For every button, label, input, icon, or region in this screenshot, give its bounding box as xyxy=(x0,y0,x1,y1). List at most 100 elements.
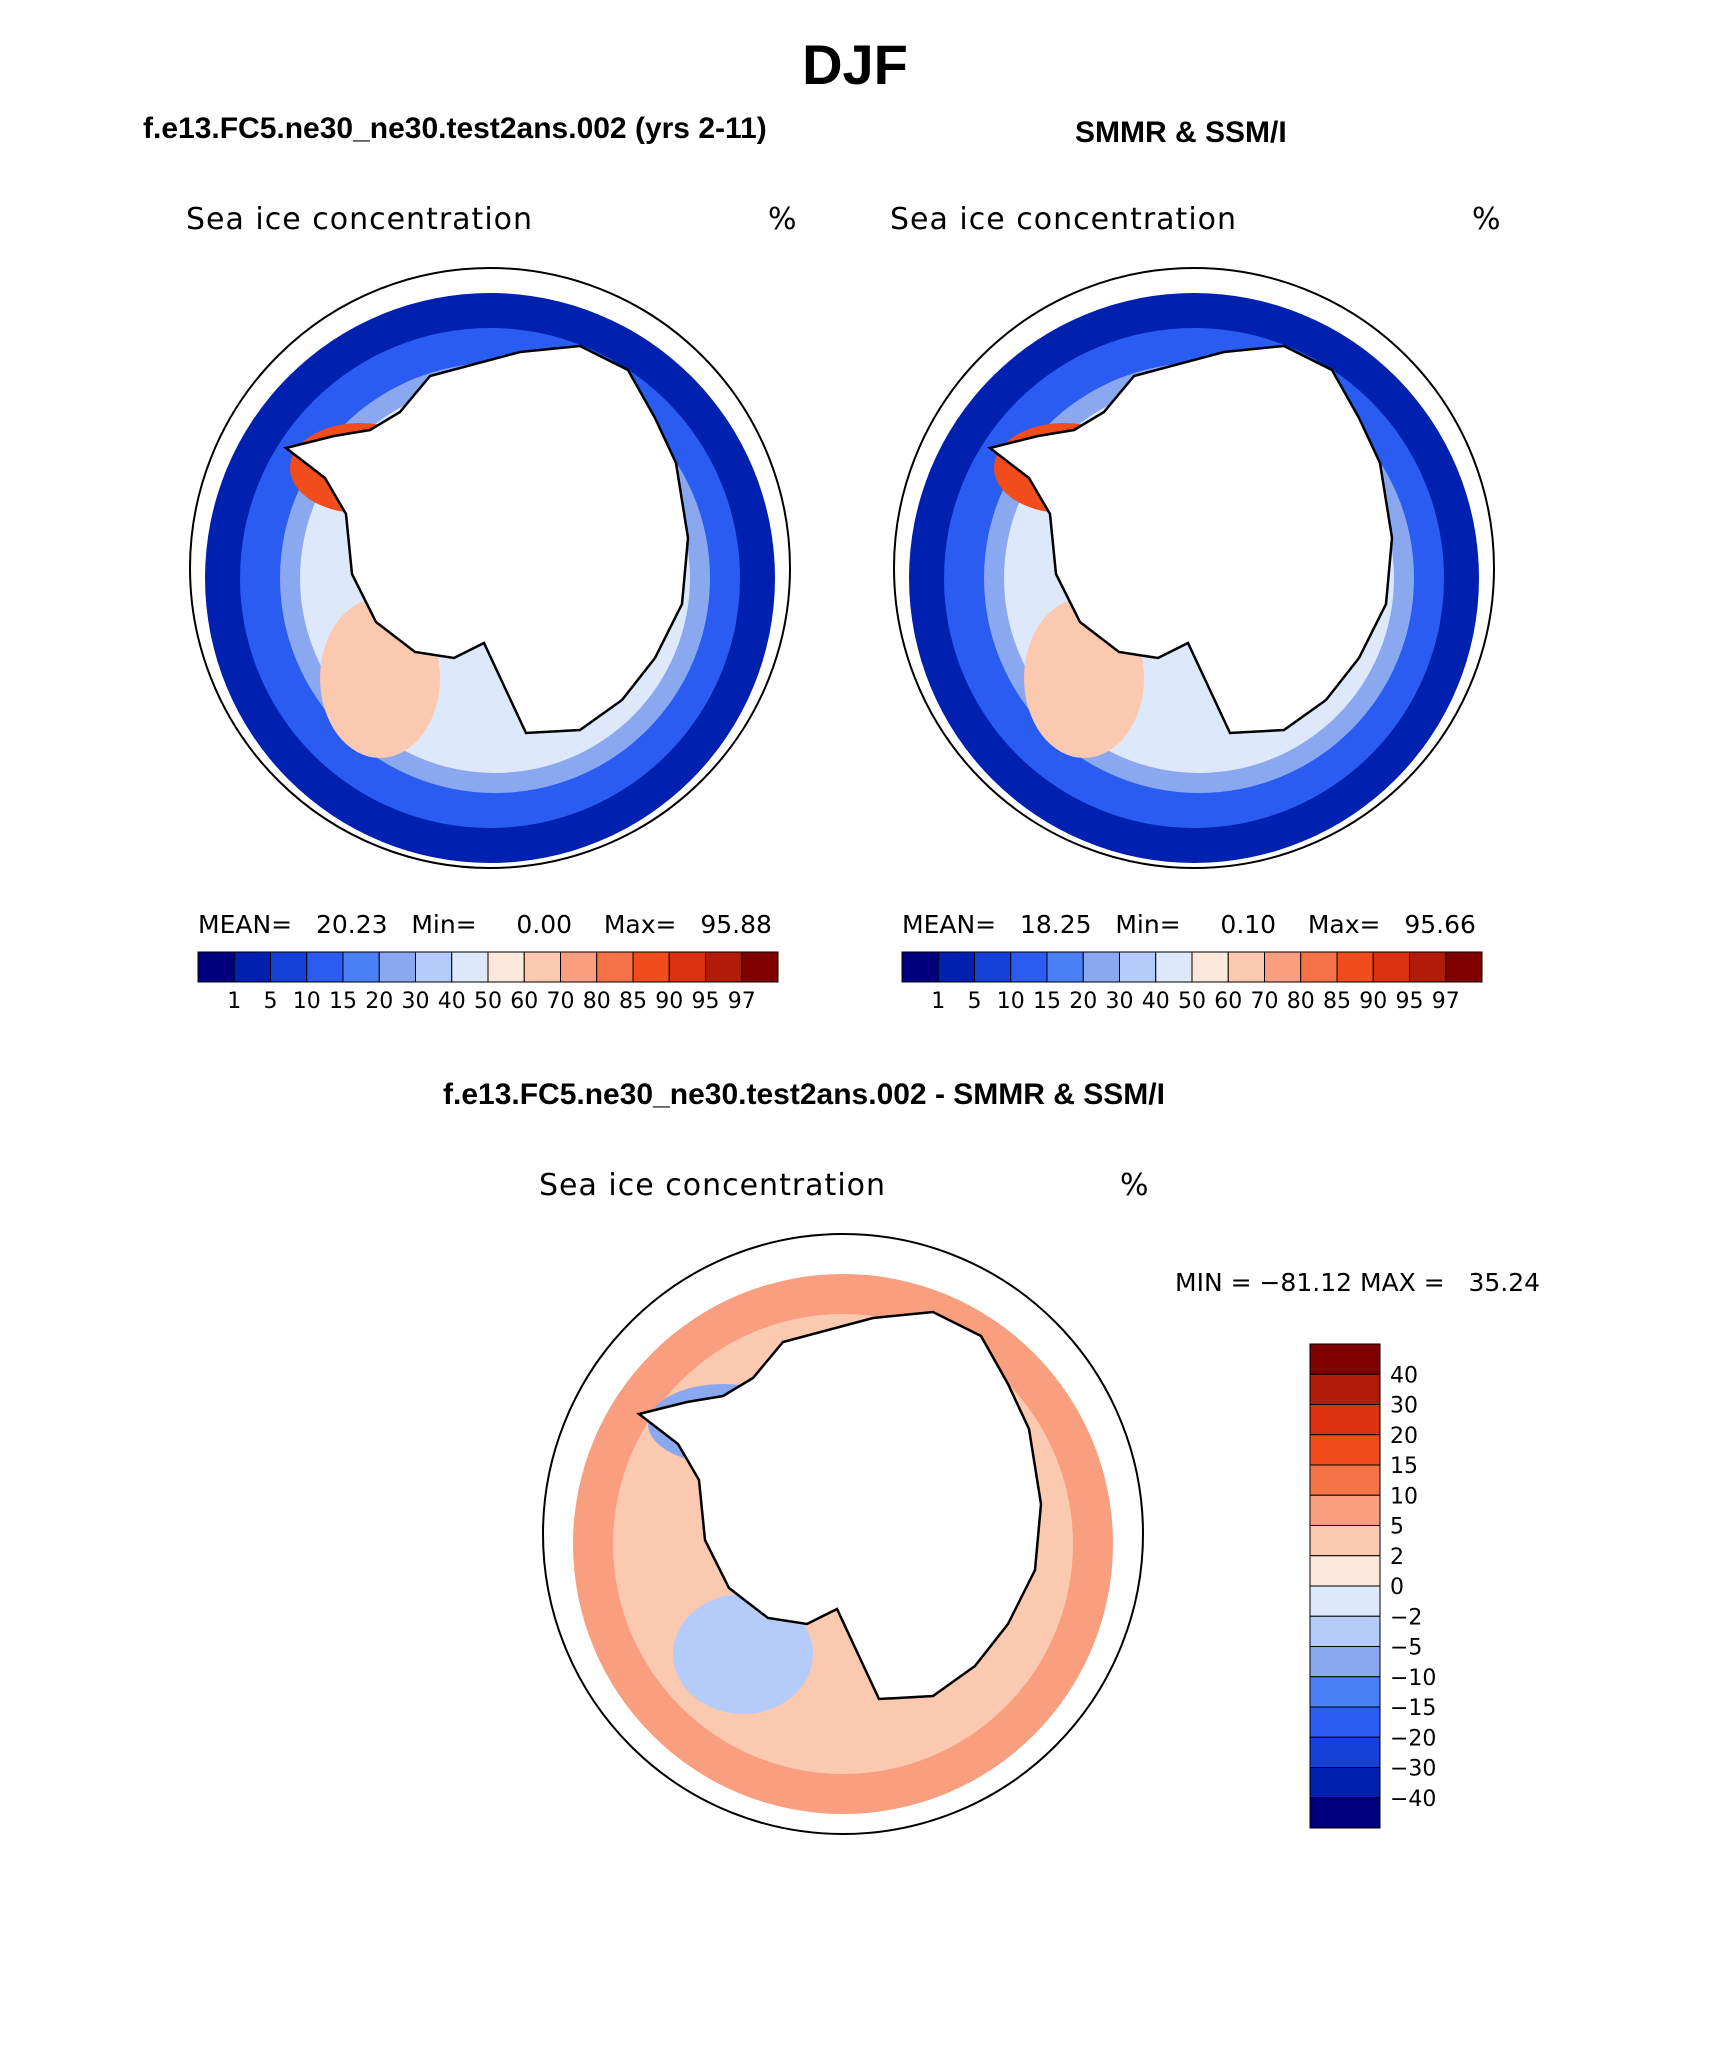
colorbar-swatch xyxy=(974,951,1012,983)
colorbar-swatch xyxy=(306,951,344,983)
antarctica-coastline xyxy=(283,344,690,735)
colorbar-tick-label: −20 xyxy=(1390,1726,1436,1751)
colorbar-swatch xyxy=(1309,1646,1381,1678)
colorbar-tick-label: 95 xyxy=(692,989,720,1014)
colorbar-tick-label: 20 xyxy=(1069,989,1097,1014)
panel1-colorbar: 1 5 10 15 20 30 40 50 60 70 80 85 90 95 97 xyxy=(197,951,779,1014)
colorbar-tick-label: 40 xyxy=(438,989,466,1014)
colorbar-swatch xyxy=(1309,1676,1381,1708)
colorbar-swatch xyxy=(1082,951,1120,983)
panel3-stats: MIN = −81.12 MAX = 35.24 xyxy=(1175,1268,1540,1297)
panel2-units: % xyxy=(1472,202,1502,237)
colorbar-swatch xyxy=(1445,951,1483,983)
colorbar-swatch xyxy=(560,951,598,983)
colorbar-swatch xyxy=(901,951,939,983)
colorbar-tick-label: −10 xyxy=(1390,1666,1436,1691)
colorbar-tick-label: 40 xyxy=(1142,989,1170,1014)
colorbar-tick-label: 85 xyxy=(1323,989,1351,1014)
colorbar-swatch xyxy=(1010,951,1048,983)
colorbar-tick-label: 90 xyxy=(655,989,683,1014)
panel1-map xyxy=(189,267,791,869)
colorbar-tick-label: 97 xyxy=(1432,989,1460,1014)
colorbar-tick-label: 20 xyxy=(1390,1424,1418,1449)
colorbar-tick-label: 10 xyxy=(1390,1484,1418,1509)
panel1-plot-title: Sea ice concentration xyxy=(186,202,534,237)
colorbar-tick-label: 80 xyxy=(1287,989,1315,1014)
map-boundary xyxy=(189,267,791,869)
colorbar-swatch xyxy=(1264,951,1302,983)
colorbar-tick-label: 5 xyxy=(264,989,278,1014)
panel3-stats-text: MIN = −81.12 MAX = 35.24 xyxy=(1175,1268,1541,1297)
colorbar-swatch xyxy=(1309,1343,1381,1375)
diff-positive-patch xyxy=(673,1594,813,1714)
colorbar-tick-label: 1 xyxy=(931,989,945,1014)
panel3-case-title: f.e13.FC5.ne30_ne30.test2ans.002 - SMMR … xyxy=(443,1078,1165,1111)
figure-title: DJF xyxy=(802,33,908,96)
panel1-stats-text: MEAN= 20.23 Min= 0.00 Max= 95.88 xyxy=(198,910,772,939)
panel1-units: % xyxy=(768,202,798,237)
colorbar-swatch xyxy=(632,951,670,983)
colorbar-swatch xyxy=(1309,1615,1381,1647)
colorbar-tick-label: 97 xyxy=(728,989,756,1014)
panel1-stats: MEAN= 20.23 Min= 0.00 Max= 95.88 xyxy=(198,910,772,939)
colorbar-tick-label: 50 xyxy=(1178,989,1206,1014)
colorbar-swatch xyxy=(1309,1494,1381,1526)
colorbar-swatch xyxy=(1336,951,1374,983)
colorbar-tick-label: 95 xyxy=(1396,989,1424,1014)
colorbar-swatch xyxy=(415,951,453,983)
colorbar-tick-label: 10 xyxy=(293,989,321,1014)
colorbar-tick-label: 10 xyxy=(997,989,1025,1014)
antarctica-coastline xyxy=(987,344,1394,735)
colorbar-tick-label: 5 xyxy=(1390,1515,1404,1540)
colorbar-tick-label: −30 xyxy=(1390,1757,1436,1782)
map-boundary xyxy=(893,267,1495,869)
colorbar-swatch xyxy=(1309,1767,1381,1799)
colorbar-tick-label: 30 xyxy=(1106,989,1134,1014)
colorbar-tick-label: −40 xyxy=(1390,1787,1436,1812)
panel2-stats-text: MEAN= 18.25 Min= 0.10 Max= 95.66 xyxy=(902,910,1476,939)
colorbar-swatch xyxy=(1309,1585,1381,1617)
colorbar-tick-label: 15 xyxy=(329,989,357,1014)
colorbar-tick-label: 90 xyxy=(1359,989,1387,1014)
colorbar-tick-label: 30 xyxy=(1390,1394,1418,1419)
colorbar-swatch xyxy=(705,951,743,983)
colorbar-tick-label: 85 xyxy=(619,989,647,1014)
colorbar-tick-label: 15 xyxy=(1390,1454,1418,1479)
colorbar-tick-label: 5 xyxy=(968,989,982,1014)
colorbar-swatch xyxy=(741,951,779,983)
colorbar-swatch xyxy=(197,951,235,983)
panel2-case-title: SMMR & SSM/I xyxy=(1075,116,1287,149)
colorbar-swatch xyxy=(378,951,416,983)
colorbar-swatch xyxy=(1191,951,1229,983)
panel3-units: % xyxy=(1120,1168,1150,1203)
colorbar-swatch xyxy=(596,951,634,983)
panel1-case-title: f.e13.FC5.ne30_ne30.test2ans.002 (yrs 2-… xyxy=(143,112,767,145)
colorbar-swatch xyxy=(270,951,308,983)
colorbar-swatch xyxy=(1309,1373,1381,1405)
colorbar-tick-label: −5 xyxy=(1390,1636,1422,1661)
colorbar-tick-label: 30 xyxy=(402,989,430,1014)
panel2-plot-title: Sea ice concentration xyxy=(890,202,1238,237)
panel2-stats: MEAN= 18.25 Min= 0.10 Max= 95.66 xyxy=(902,910,1476,939)
colorbar-swatch xyxy=(1119,951,1157,983)
colorbar-swatch xyxy=(1309,1434,1381,1466)
colorbar-tick-label: 20 xyxy=(365,989,393,1014)
panel3-plot-title: Sea ice concentration xyxy=(539,1168,887,1203)
panel2-colorbar: 1 5 10 15 20 30 40 50 60 70 80 85 90 95 97 xyxy=(901,951,1483,1014)
colorbar-tick-label: 60 xyxy=(510,989,538,1014)
colorbar-swatch xyxy=(451,951,489,983)
colorbar-swatch xyxy=(668,951,706,983)
colorbar-tick-label: 2 xyxy=(1390,1545,1404,1570)
colorbar-tick-label: 70 xyxy=(547,989,575,1014)
panel3-map xyxy=(542,1233,1144,1835)
colorbar-tick-label: −15 xyxy=(1390,1696,1436,1721)
colorbar-swatch xyxy=(1309,1797,1381,1829)
colorbar-tick-label: −2 xyxy=(1390,1605,1422,1630)
colorbar-swatch xyxy=(487,951,525,983)
colorbar-swatch xyxy=(1309,1525,1381,1557)
colorbar-tick-label: 1 xyxy=(227,989,241,1014)
map-boundary xyxy=(542,1233,1144,1835)
colorbar-tick-label: 70 xyxy=(1251,989,1279,1014)
